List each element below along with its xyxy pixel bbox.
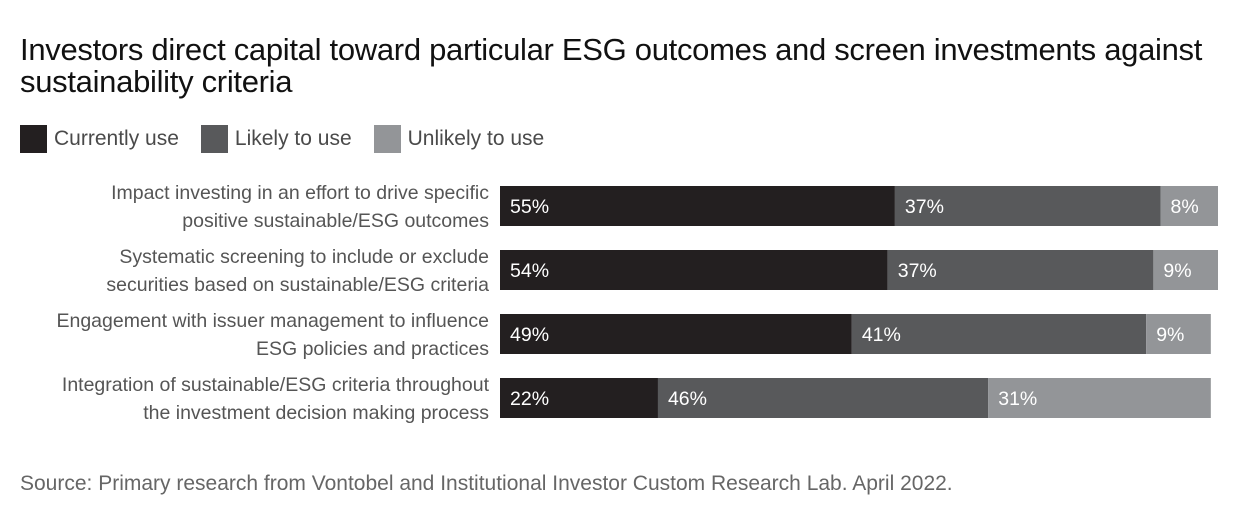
category-label: Systematic screening to include or exclu… [106,246,489,296]
bar-segment [887,250,1154,290]
bar-value-label: 37% [905,196,944,218]
bar-value-label: 31% [998,388,1037,410]
category-label: Integration of sustainable/ESG criteria … [62,374,490,424]
bar-value-label: 55% [510,196,549,218]
legend: Currently use Likely to use Unlikely to us… [20,124,566,154]
legend-swatch [200,125,228,153]
chart-title: Investors direct capital toward particul… [20,32,1203,99]
bar-segment [851,314,1147,354]
bar-segment [894,186,1161,226]
bar-segment [500,378,658,418]
bar-value-label: 46% [668,388,707,410]
bar-value-label: 8% [1171,196,1199,218]
legend-item-0: Currently use [20,125,179,153]
legend-label: Likely to use [234,127,352,150]
bar-value-label: 9% [1163,260,1191,282]
legend-item-2: Unlikely to use [373,125,545,153]
bar-segment [988,378,1211,418]
bar-value-label: 49% [510,324,549,346]
bar-segment [500,186,895,226]
bar-segment [500,250,888,290]
bar-segment [1153,250,1218,290]
legend-swatch [373,125,401,153]
bar-value-label: 54% [510,260,549,282]
bar-value-label: 41% [862,324,901,346]
legend-label: Currently use [54,127,179,150]
legend-item-1: Likely to use [200,125,352,153]
bar-segment [500,314,852,354]
bar-segment [1146,314,1211,354]
bar-segment [657,378,989,418]
legend-label: Unlikely to use [407,127,545,150]
bar-value-label: 37% [898,260,937,282]
source-note: Source: Primary research from Vontobel a… [20,472,953,495]
bar-value-label: 9% [1156,324,1184,346]
category-label: Impact investing in an effort to drive s… [111,182,489,232]
bar-chart: Impact investing in an effort to drive s… [56,182,1218,424]
bar-segment [1160,186,1218,226]
bar-value-label: 22% [510,388,549,410]
category-label: Engagement with issuer management to inf… [56,310,489,360]
legend-swatch [20,125,47,153]
